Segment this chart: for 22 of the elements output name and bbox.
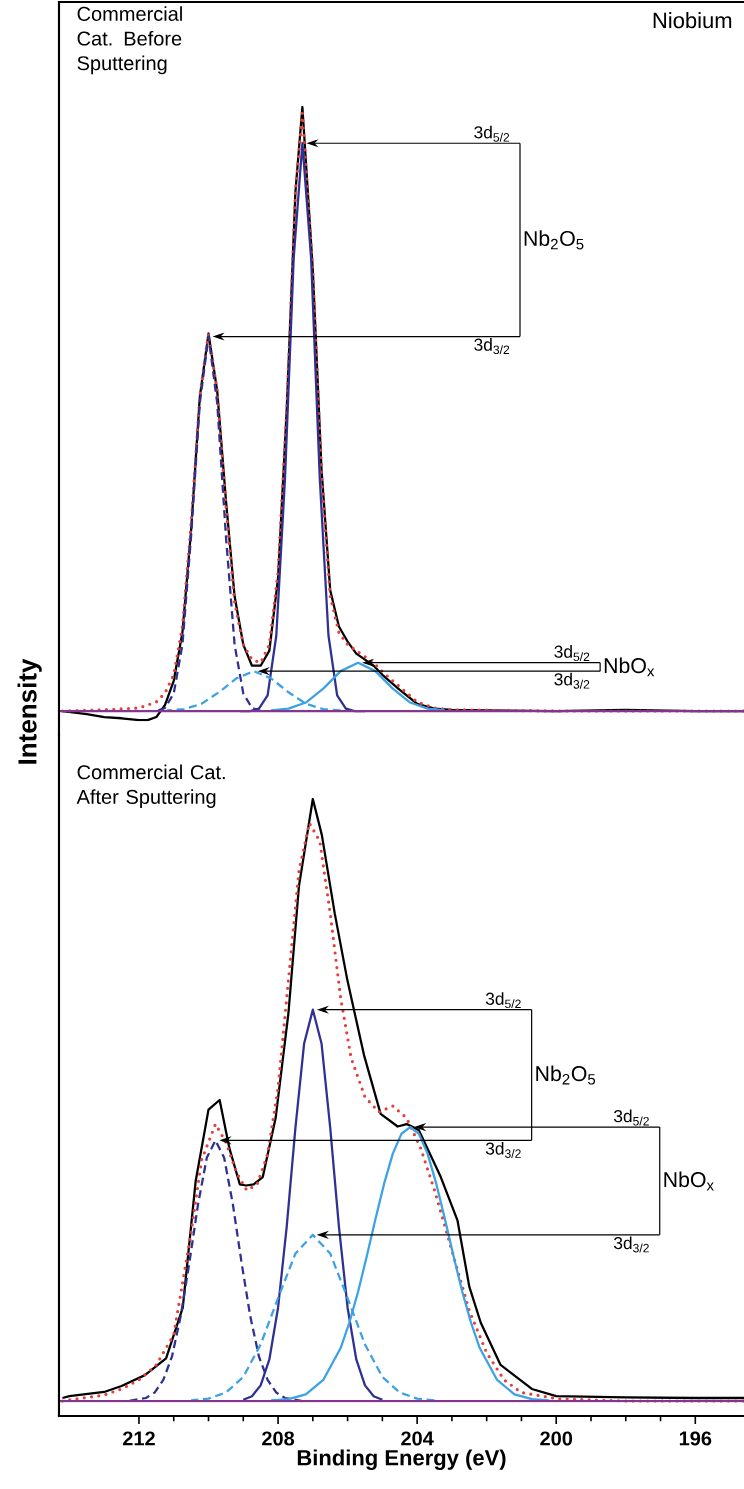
annotation: 3d$_{5/2}$ [613, 1109, 649, 1126]
annotation: 3d$_{3/2}$ [613, 1236, 649, 1253]
x-tick-label: 200 [540, 1431, 573, 1446]
x-tick-label: 212 [122, 1431, 155, 1446]
annotation: NbO$_{x}$ [604, 657, 655, 677]
annotation: 3d$_{5/2}$ [485, 992, 521, 1009]
annotation: 3d$_{5/2}$ [474, 125, 510, 142]
chart-subtitle: Commercial Cat. After Sputtering [76, 764, 225, 808]
x-axis-title: Binding Energy (eV) [297, 1449, 506, 1470]
annotation: 3d$_{5/2}$ [554, 645, 590, 662]
annotation: 3d$_{3/2}$ [554, 672, 590, 689]
y-axis-title: Intensity [17, 658, 42, 764]
x-tick-label: 204 [401, 1431, 434, 1446]
annotation: Nb$_{2}$O$_{5}$ [536, 1065, 596, 1085]
x-tick-label: 196 [679, 1431, 712, 1446]
annotation: 3d$_{3/2}$ [485, 1141, 521, 1158]
x-tick-label: 208 [262, 1431, 295, 1446]
chart-subtitle: Commercial Cat. Before Sputtering [77, 6, 182, 75]
annotation: NbO$_{x}$ [664, 1171, 714, 1191]
annotation: Nb$_{2}$O$_{5}$ [524, 230, 584, 250]
annotation: 3d$_{3/2}$ [474, 338, 510, 355]
chart-title: Niobium [653, 12, 732, 29]
